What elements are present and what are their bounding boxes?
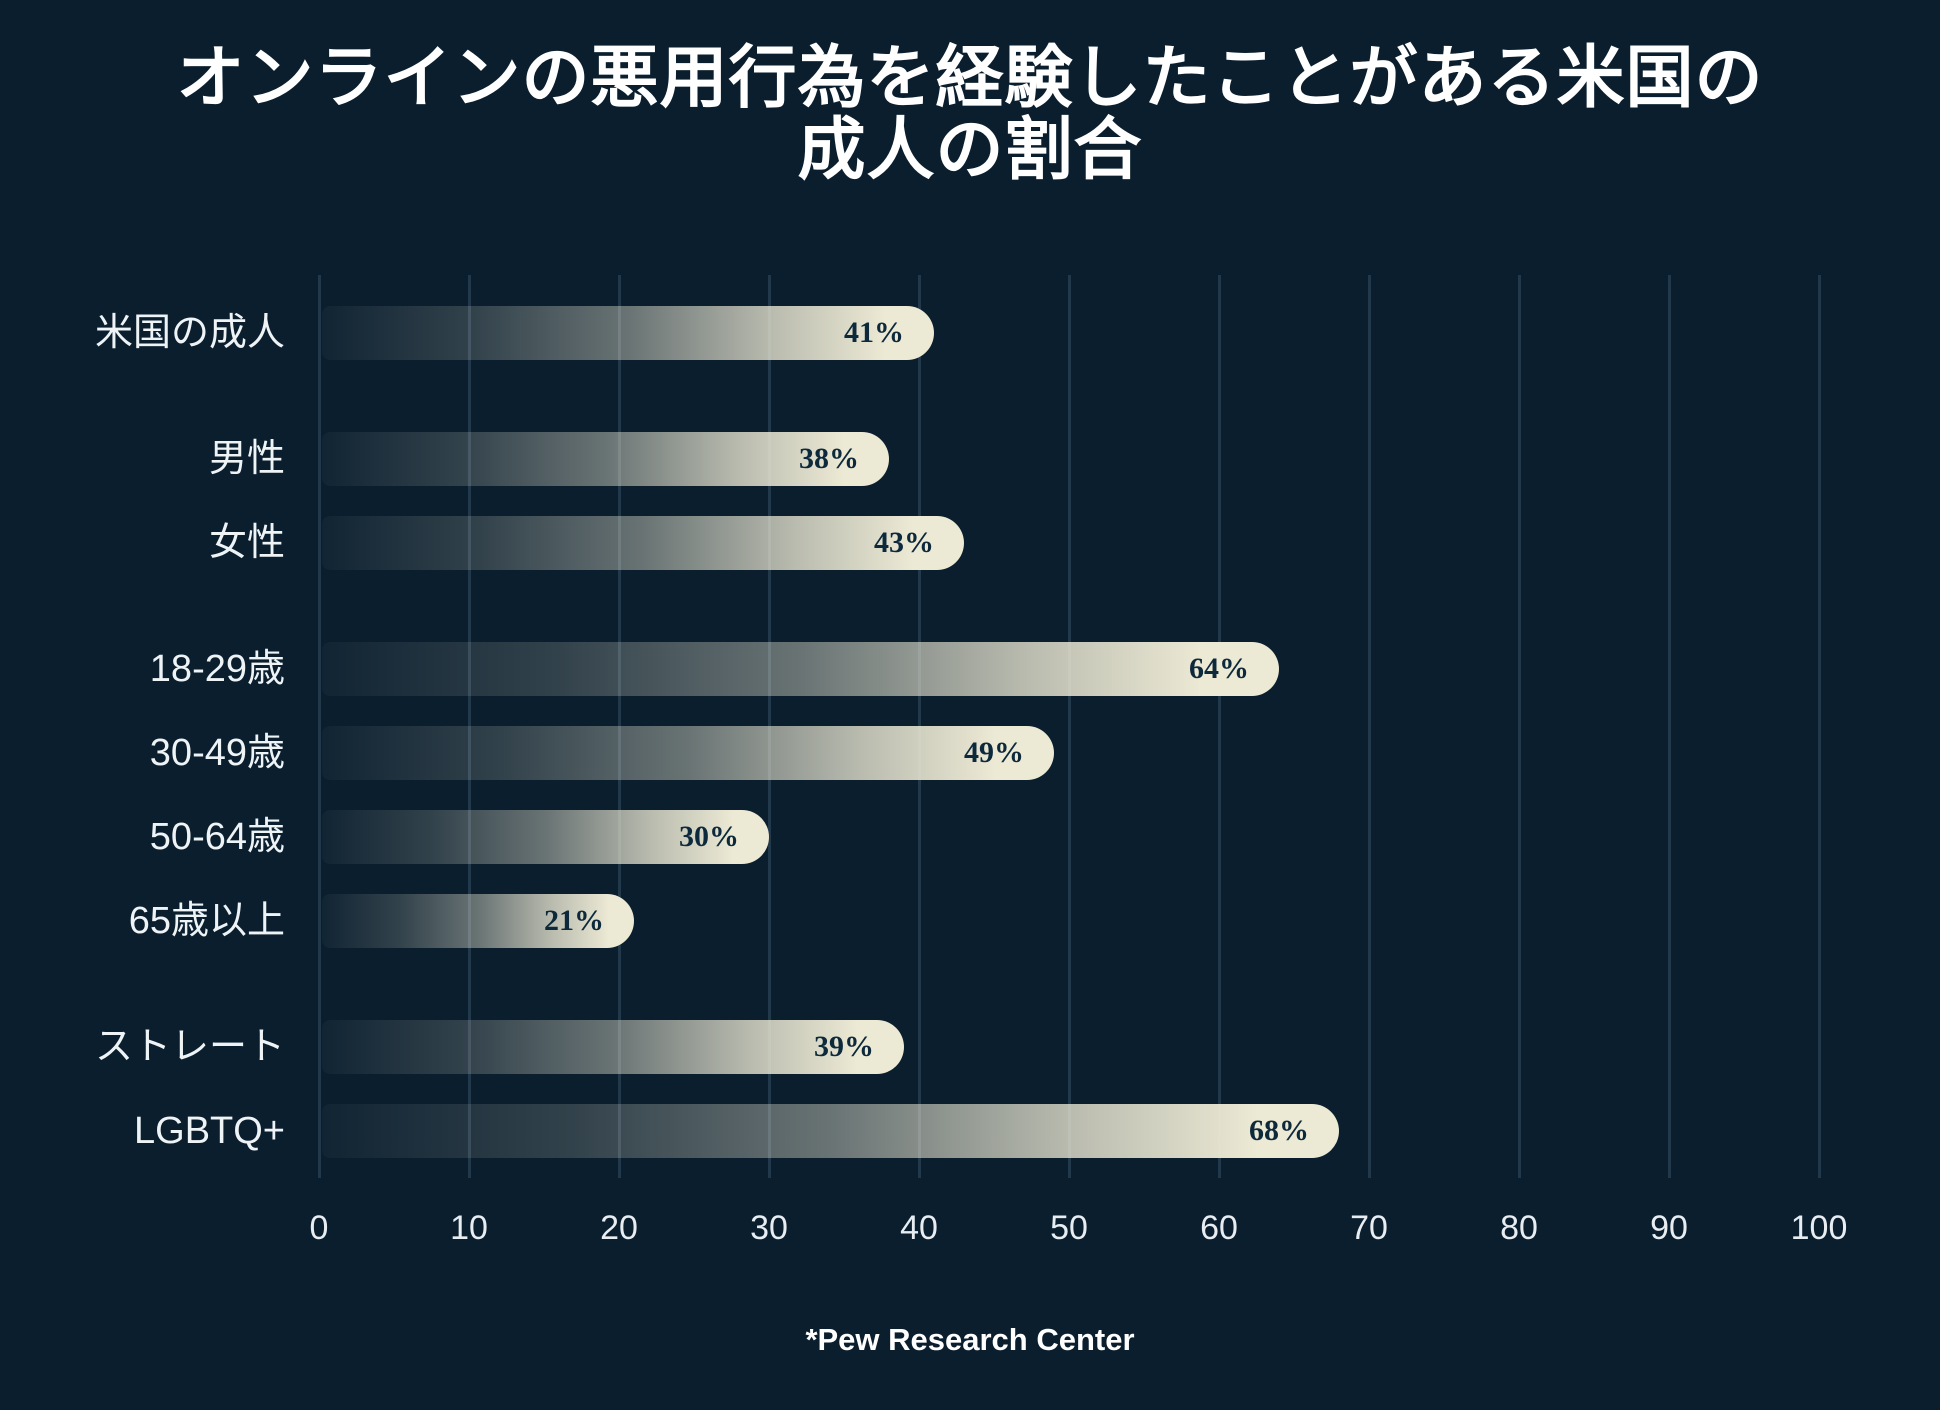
bar-30-49歳: 49% <box>322 726 1054 780</box>
bar-value-label-ストレート: 39% <box>814 1030 874 1063</box>
x-tick-label-60: 60 <box>1200 1209 1238 1247</box>
x-tick-label-100: 100 <box>1790 1209 1848 1247</box>
bar-value-label-米国の成人: 41% <box>844 316 904 349</box>
bar-65歳以上: 21% <box>322 894 634 948</box>
bar-50-64歳: 30% <box>322 810 769 864</box>
chart-title-line2: 成人の割合 <box>797 112 1143 188</box>
bar-18-29歳: 64% <box>322 642 1279 696</box>
bar-米国の成人: 41% <box>322 306 934 360</box>
x-tick-label-70: 70 <box>1350 1209 1388 1247</box>
bar-女性: 43% <box>322 516 964 570</box>
category-label-女性: 女性 <box>208 522 285 564</box>
grid-line-60 <box>1217 275 1221 1178</box>
chart-title-line1: オンラインの悪用行為を経験したことがある米国の <box>176 40 1764 116</box>
category-label-ストレート: ストレート <box>94 1026 285 1068</box>
source-note: *Pew Research Center <box>805 1322 1135 1357</box>
bar-value-label-50-64歳: 30% <box>679 820 739 853</box>
bar-value-label-LGBTQ+: 68% <box>1249 1114 1309 1147</box>
x-tick-label-80: 80 <box>1500 1209 1538 1247</box>
category-label-米国の成人: 米国の成人 <box>94 312 285 354</box>
grid-line-0 <box>317 275 321 1178</box>
grid-line-100 <box>1817 275 1821 1178</box>
bar-value-label-男性: 38% <box>799 442 859 475</box>
category-label-18-29歳: 18-29歳 <box>149 648 285 690</box>
x-tick-label-50: 50 <box>1050 1209 1088 1247</box>
x-tick-label-30: 30 <box>750 1209 788 1247</box>
bar-value-label-30-49歳: 49% <box>964 736 1024 769</box>
category-label-男性: 男性 <box>208 438 285 480</box>
bar-value-label-18-29歳: 64% <box>1189 652 1249 685</box>
category-label-LGBTQ+: LGBTQ+ <box>134 1110 285 1152</box>
category-label-50-64歳: 50-64歳 <box>149 816 285 858</box>
x-tick-label-10: 10 <box>450 1209 488 1247</box>
x-tick-label-40: 40 <box>900 1209 938 1247</box>
grid-line-80 <box>1517 275 1521 1178</box>
bar-value-label-65歳以上: 21% <box>544 904 604 937</box>
bar-value-label-女性: 43% <box>874 526 934 559</box>
grid-line-70 <box>1367 275 1371 1178</box>
bar-ストレート: 39% <box>322 1020 904 1074</box>
bar-男性: 38% <box>322 432 889 486</box>
x-tick-label-90: 90 <box>1650 1209 1688 1247</box>
category-label-30-49歳: 30-49歳 <box>149 732 285 774</box>
category-label-65歳以上: 65歳以上 <box>128 900 285 942</box>
x-tick-label-0: 0 <box>309 1209 329 1247</box>
bar-LGBTQ+: 68% <box>322 1104 1339 1158</box>
chart-title: オンラインの悪用行為を経験したことがある米国の 成人の割合 <box>0 42 1940 186</box>
x-tick-label-20: 20 <box>600 1209 638 1247</box>
grid-line-50 <box>1067 275 1071 1178</box>
grid-line-90 <box>1667 275 1671 1178</box>
